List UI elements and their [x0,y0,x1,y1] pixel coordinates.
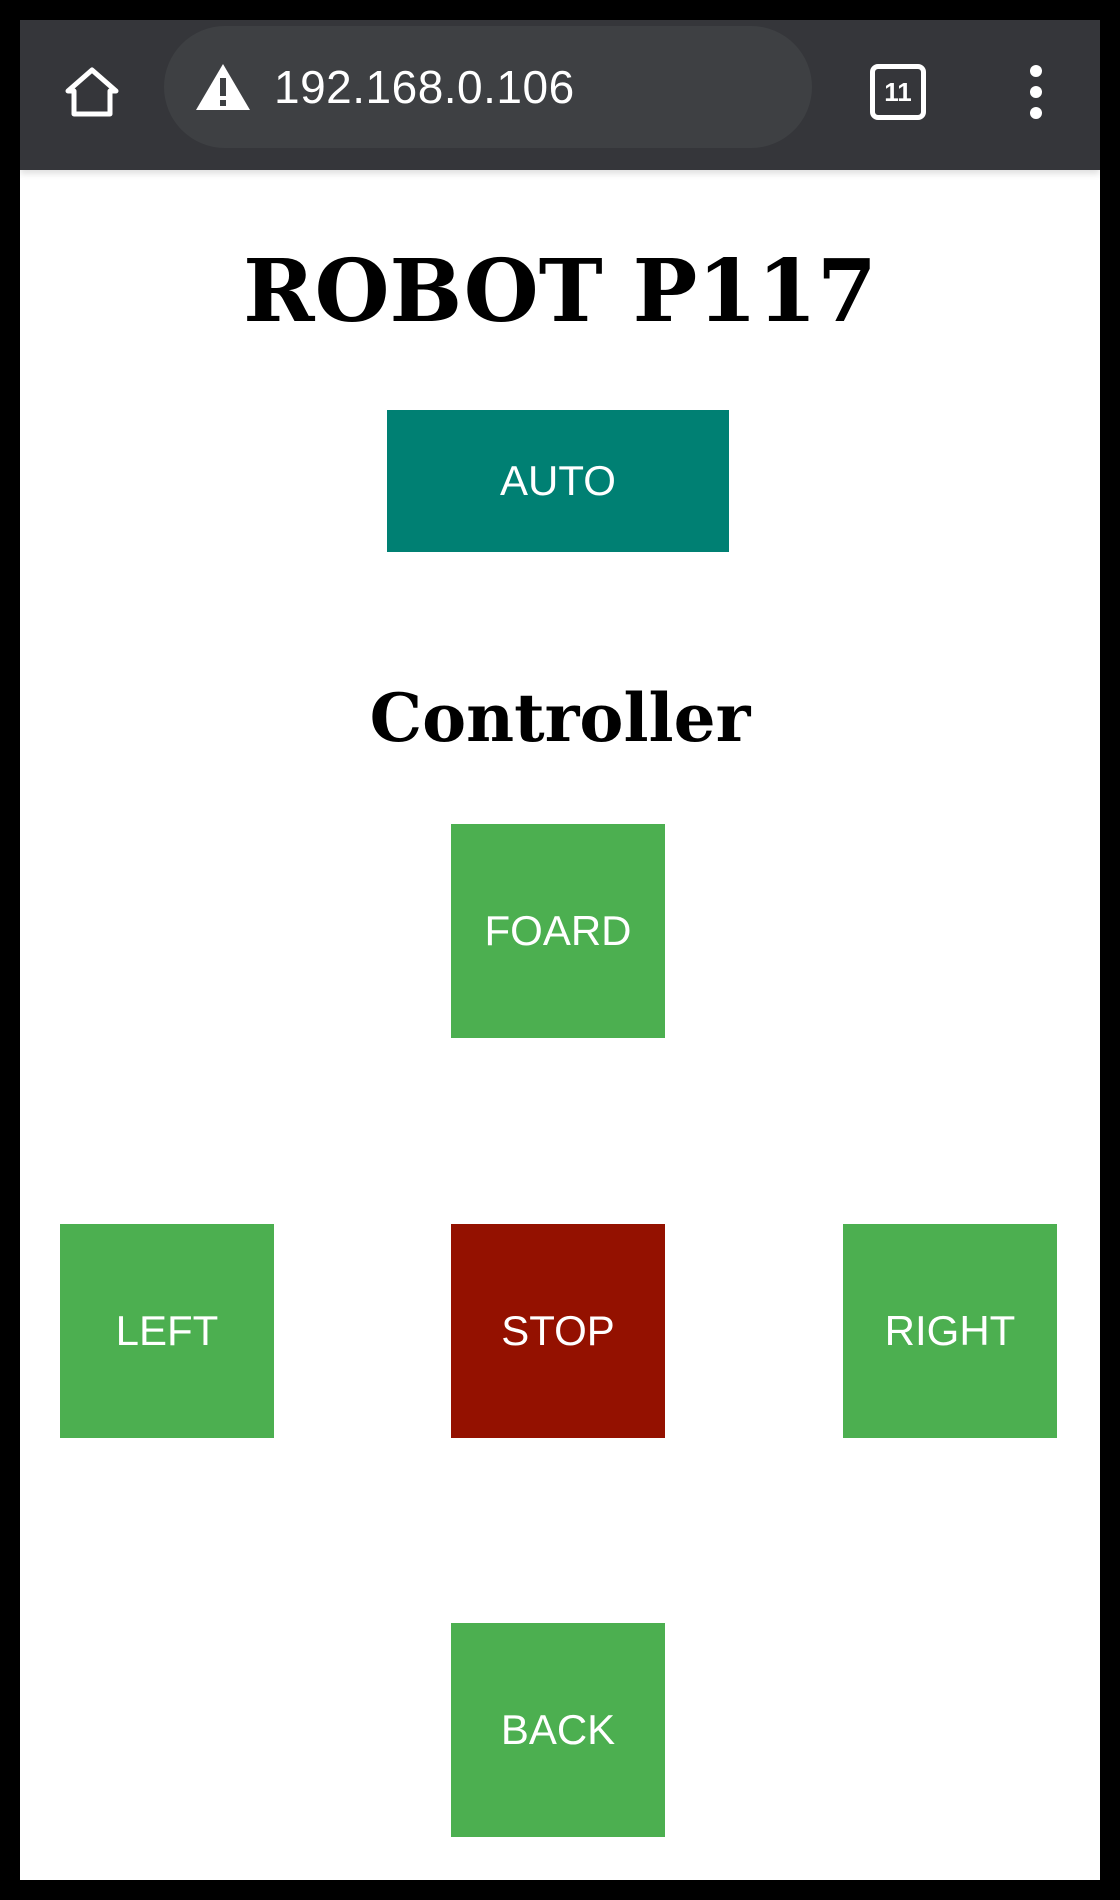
controller-heading: Controller [369,679,751,757]
warning-icon[interactable] [194,62,252,112]
forward-button[interactable]: FOARD [451,824,665,1038]
browser-window: 192.168.0.106 11 ROBOT P117 AUTO Control… [20,20,1100,1880]
url-text[interactable]: 192.168.0.106 [274,61,575,113]
left-button[interactable]: LEFT [60,1224,274,1438]
tab-switcher-icon: 11 [870,64,926,120]
tab-count: 11 [884,76,912,107]
home-icon [65,67,119,117]
menu-dot [1030,107,1042,119]
tab-switcher-button[interactable]: 11 [866,60,930,124]
auto-button[interactable]: AUTO [387,410,729,552]
back-button[interactable]: BACK [451,1623,665,1837]
menu-dot [1030,86,1042,98]
more-vert-icon[interactable] [1012,60,1060,124]
browser-toolbar: 192.168.0.106 11 [20,20,1100,170]
address-bar[interactable]: 192.168.0.106 [164,26,812,148]
stop-button[interactable]: STOP [451,1224,665,1438]
page-title: ROBOT P117 [243,241,877,342]
home-button[interactable] [60,60,124,124]
menu-dot [1030,65,1042,77]
right-button[interactable]: RIGHT [843,1224,1057,1438]
